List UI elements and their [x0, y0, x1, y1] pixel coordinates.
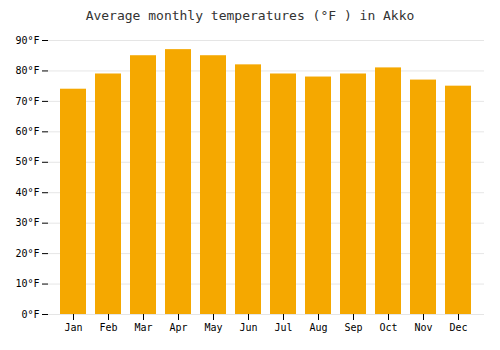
svg-text:20°F: 20°F: [15, 248, 39, 259]
svg-text:80°F: 80°F: [15, 65, 39, 76]
svg-text:30°F: 30°F: [15, 217, 39, 228]
svg-text:Jan: Jan: [64, 322, 82, 333]
svg-text:Jun: Jun: [239, 322, 257, 333]
svg-text:40°F: 40°F: [15, 187, 39, 198]
svg-text:90°F: 90°F: [15, 35, 39, 46]
svg-text:Dec: Dec: [449, 322, 467, 333]
svg-text:Mar: Mar: [134, 322, 152, 333]
svg-text:60°F: 60°F: [15, 126, 39, 137]
svg-text:Sep: Sep: [344, 322, 362, 333]
svg-text:Apr: Apr: [169, 322, 187, 333]
svg-text:Aug: Aug: [309, 322, 327, 333]
svg-text:70°F: 70°F: [15, 96, 39, 107]
svg-text:10°F: 10°F: [15, 278, 39, 289]
svg-text:Feb: Feb: [99, 322, 117, 333]
svg-text:Oct: Oct: [379, 322, 397, 333]
svg-text:Nov: Nov: [414, 322, 432, 333]
svg-text:0°F: 0°F: [21, 309, 39, 320]
svg-text:May: May: [204, 322, 222, 333]
html-text:Average monthly temperatures (: Average monthly temperatures (°F ) in Ak…: [85, 8, 415, 23]
svg-text:Jul: Jul: [274, 322, 292, 333]
svg-text:50°F: 50°F: [15, 156, 39, 167]
